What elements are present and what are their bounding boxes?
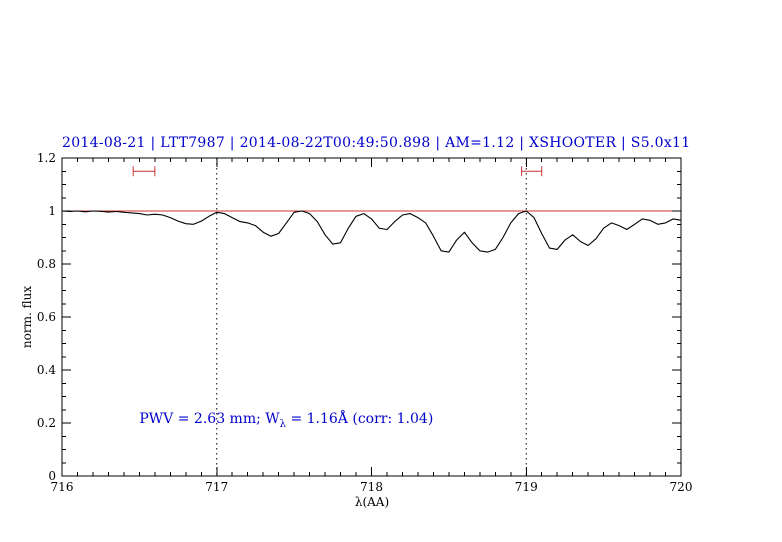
x-tick-label: 720 (670, 480, 693, 494)
spectrum-line (61, 210, 682, 253)
y-tick-label: 0.2 (37, 416, 56, 430)
y-tick-label: 0.8 (37, 257, 56, 271)
annotation-prefix: PWV = 2.63 mm; W (139, 411, 280, 428)
y-tick-label: 0.4 (37, 363, 56, 377)
y-tick-label: 0.6 (37, 310, 56, 324)
y-tick-label: 0 (48, 469, 56, 483)
x-axis-label: λ(AA) (354, 495, 390, 509)
x-tick-label: 716 (51, 480, 74, 494)
y-tick-label: 1 (48, 204, 56, 218)
pwv-annotation: PWV = 2.63 mm; Wλ = 1.16Å (corr: 1.04) (139, 411, 433, 430)
x-tick-label: 718 (360, 480, 383, 494)
plot-title: 2014-08-21 | LTT7987 | 2014-08-22T00:49:… (62, 135, 691, 151)
y-tick-label: 1.2 (37, 151, 56, 165)
annotation-subscript: λ (279, 419, 286, 431)
annotation-suffix: = 1.16Å (corr: 1.04) (286, 411, 434, 428)
x-tick-label: 719 (515, 480, 538, 494)
y-axis-label: norm. flux (20, 285, 34, 349)
x-tick-label: 717 (205, 480, 228, 494)
